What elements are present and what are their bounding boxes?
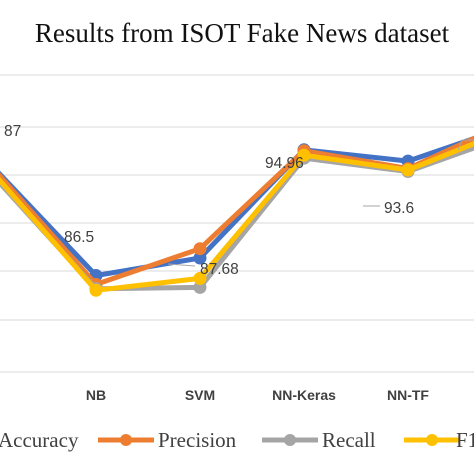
data-point-f1-3 [297, 148, 311, 162]
grid-lines [0, 74, 474, 373]
x-tick-label-4: NN-TF [387, 387, 429, 403]
data-point-precision-2 [193, 242, 207, 256]
legend-label-f1: F1 [456, 428, 474, 452]
data-label-leader-lstm [457, 139, 474, 151]
legend: Accuracy Precision Recall F1 [0, 428, 474, 452]
data-point-f1-4 [401, 163, 415, 177]
x-tick-label-3: NN-Keras [272, 387, 336, 403]
legend-label-recall: Recall [322, 428, 376, 452]
data-label-3: 94.96 [265, 155, 304, 172]
chart-title: Results from ISOT Fake News dataset [34, 18, 450, 48]
series-line-f1 [0, 140, 474, 293]
legend-swatch-marker-recall [284, 434, 296, 446]
legend-label-accuracy: Accuracy [0, 428, 79, 452]
data-label-0: 87 [4, 123, 21, 140]
series-f1 [0, 140, 474, 297]
data-label-2: 87.68 [200, 261, 239, 278]
data-label-4: 93.6 [384, 200, 414, 217]
legend-item-f1: F1 [404, 428, 474, 452]
data-point-f1-1 [89, 283, 103, 297]
legend-label-precision: Precision [158, 428, 237, 452]
legend-item-accuracy: Accuracy [0, 428, 79, 452]
data-label-leader-2 [167, 263, 196, 267]
series-line-accuracy [0, 135, 474, 278]
legend-item-recall: Recall [262, 428, 376, 452]
data-labels: 87 86.5 87.68 94.96 93.6 [4, 123, 474, 278]
series-lines [0, 135, 474, 297]
data-label-1: 86.5 [64, 229, 94, 246]
x-tick-label-1: NB [86, 387, 106, 403]
legend-swatch-marker-precision [120, 434, 132, 446]
data-point-f1-2 [193, 271, 207, 285]
legend-swatch-marker-f1 [426, 434, 438, 446]
x-tick-label-2: SVM [185, 387, 215, 403]
legend-item-precision: Precision [98, 428, 237, 452]
